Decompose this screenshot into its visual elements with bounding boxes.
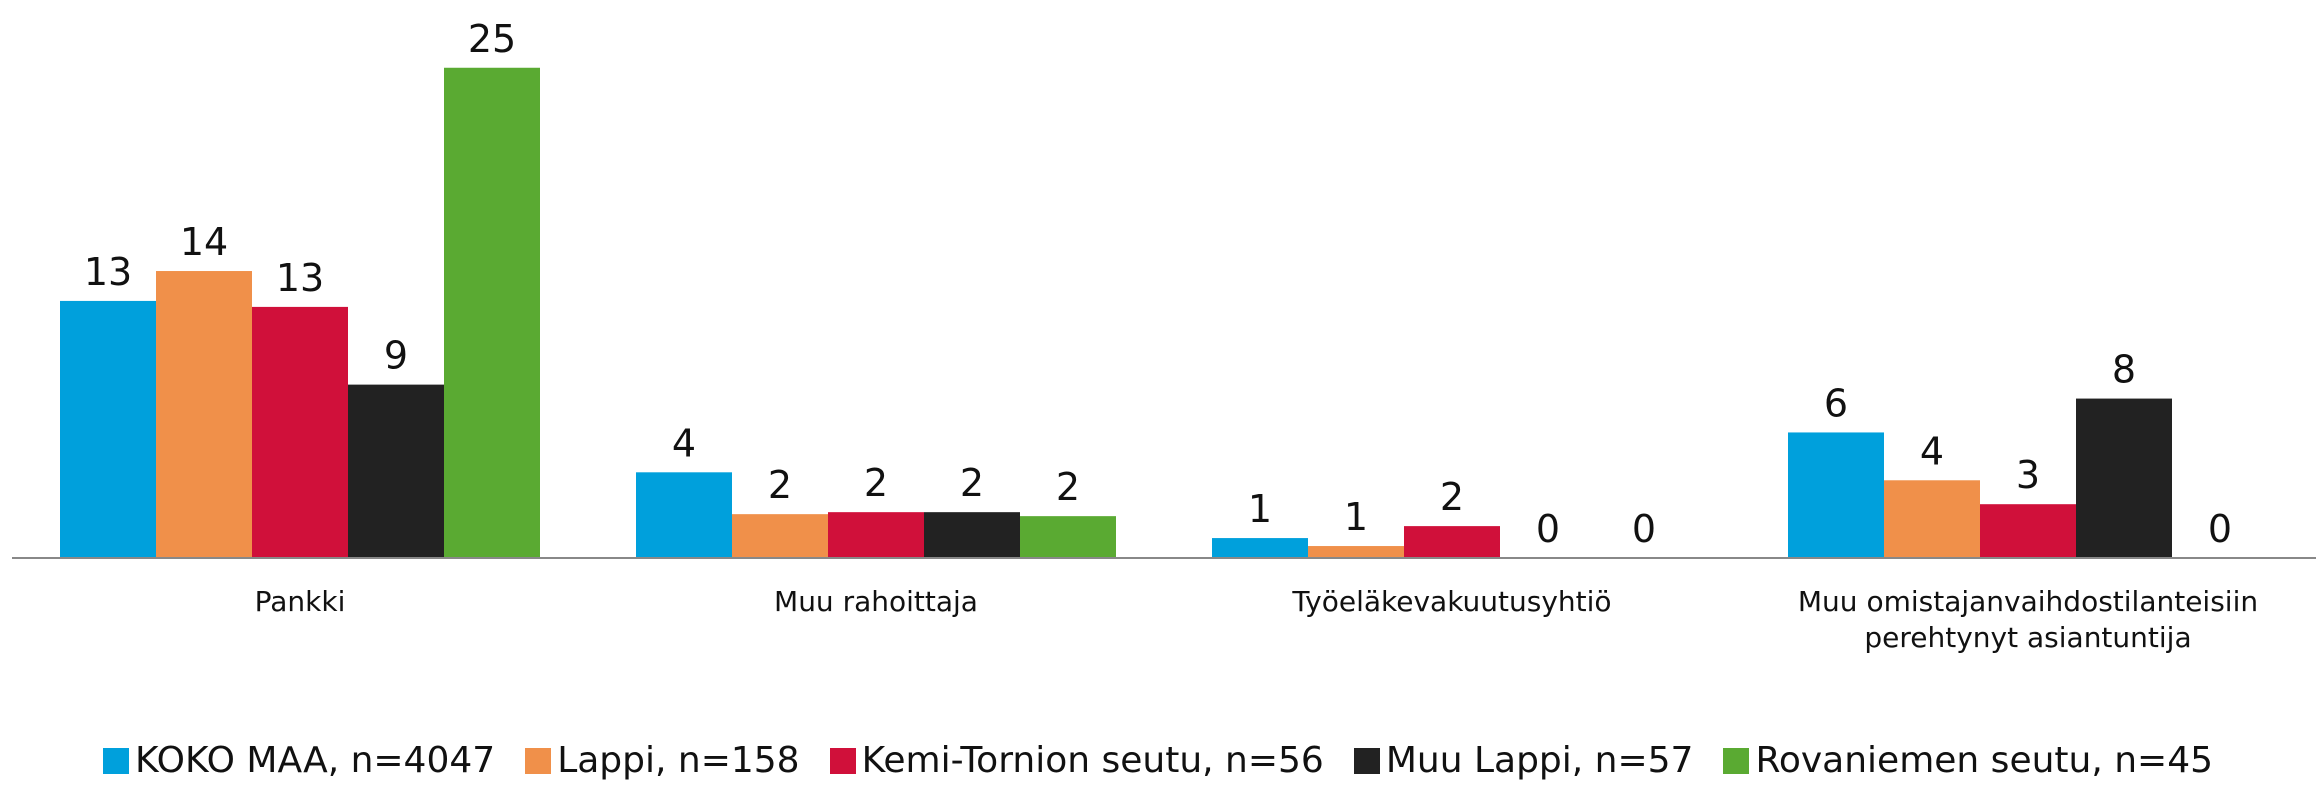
bar: [348, 384, 444, 558]
data-label: 0: [2208, 507, 2232, 551]
data-label: 1: [1344, 495, 1368, 539]
bar: [2076, 398, 2172, 558]
bar: [156, 271, 252, 558]
x-tick-label: Muu rahoittaja: [774, 585, 978, 618]
bar: [60, 300, 156, 558]
legend-swatch: [829, 747, 856, 774]
bar: [732, 514, 828, 558]
data-label: 2: [864, 461, 888, 505]
data-label: 1: [1248, 487, 1272, 531]
data-label: 0: [1536, 507, 1560, 551]
bar: [1020, 516, 1116, 558]
legend-swatch: [525, 747, 552, 774]
bar: [828, 512, 924, 558]
legend-label: Lappi, n=158: [557, 740, 800, 781]
data-label: 0: [1632, 507, 1656, 551]
data-label: 2: [960, 461, 984, 505]
data-label: 13: [84, 250, 132, 294]
legend-item: Kemi-Tornion seutu, n=56: [829, 740, 1324, 781]
bar: [1980, 504, 2076, 558]
data-label: 4: [1920, 429, 1944, 473]
legend-item: Lappi, n=158: [525, 740, 800, 781]
data-label: 9: [384, 334, 408, 378]
bar: [924, 512, 1020, 558]
legend-label: Muu Lappi, n=57: [1385, 740, 1694, 781]
data-label: 4: [672, 421, 696, 465]
bar: [252, 306, 348, 558]
legend-item: KOKO MAA, n=4047: [102, 740, 496, 781]
x-tick-label: Muu omistajanvaihdostilanteisiin perehty…: [1797, 585, 2259, 654]
legend-label: Rovaniemen seutu, n=45: [1755, 740, 2214, 781]
legend-item: Rovaniemen seutu, n=45: [1723, 740, 2213, 781]
data-label: 13: [276, 256, 324, 300]
data-label: 25: [468, 17, 516, 61]
bar: [1788, 432, 1884, 558]
data-label: 2: [1056, 465, 1080, 509]
bar: [1404, 526, 1500, 558]
bar: [1308, 546, 1404, 558]
bar: [1212, 538, 1308, 558]
x-tick-label: Pankki: [254, 585, 346, 618]
data-label: 3: [2016, 453, 2040, 497]
legend-label: KOKO MAA, n=4047: [134, 740, 496, 781]
data-label: 2: [768, 463, 792, 507]
data-label: 2: [1440, 475, 1464, 519]
legend-item: Muu Lappi, n=57: [1353, 740, 1694, 781]
legend-label: Kemi-Tornion seutu, n=56: [861, 740, 1324, 781]
x-tick-label: Työeläkevakuutusyhtiö: [1292, 585, 1612, 618]
legend-swatch: [1353, 747, 1380, 774]
legend-swatch: [1723, 747, 1750, 774]
legend: KOKO MAA, n=4047 Lappi, n=158 Kemi-Tornion…: [0, 740, 2316, 781]
bar: [636, 472, 732, 558]
legend-swatch: [102, 747, 129, 774]
data-label: 8: [2112, 348, 2136, 392]
bar: [444, 67, 540, 558]
bar: [1884, 480, 1980, 558]
data-label: 6: [1824, 381, 1848, 425]
data-label: 14: [180, 220, 228, 264]
